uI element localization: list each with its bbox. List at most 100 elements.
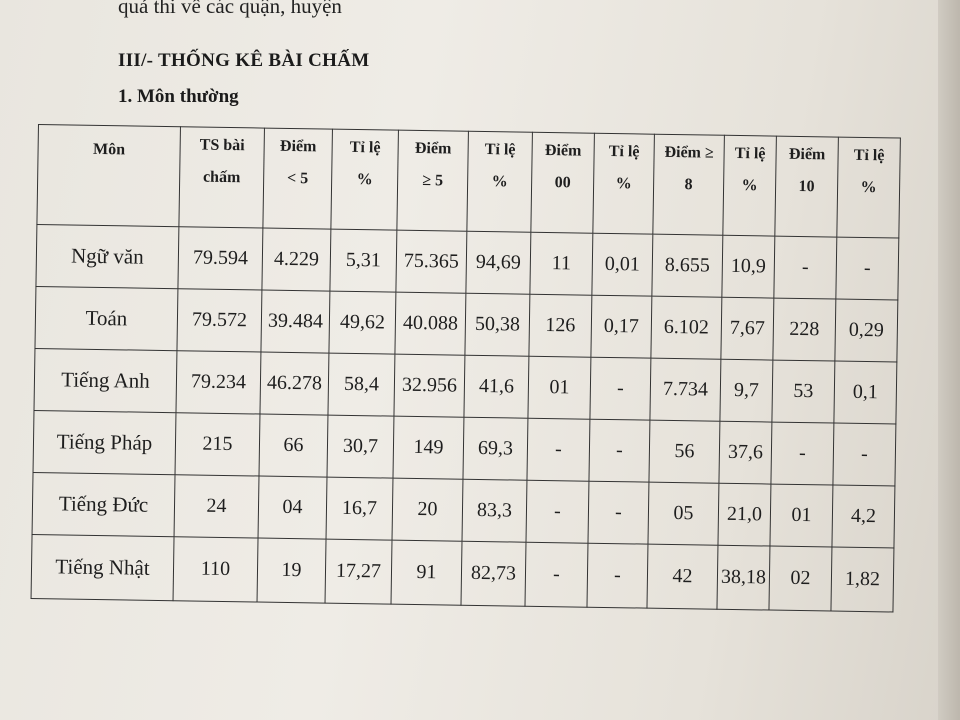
value-cell: 110 [173, 536, 259, 602]
value-cell: 79.234 [175, 350, 261, 415]
value-cell: - [524, 542, 588, 608]
value-cell: 215 [175, 412, 260, 477]
value-cell: 16,7 [326, 477, 393, 541]
header-line-1: TS bài [199, 136, 245, 155]
value-cell: - [770, 422, 834, 486]
value-cell: - [832, 423, 896, 487]
value-cell: 91 [391, 540, 462, 606]
subsection-title: 1. Môn thường [118, 86, 239, 107]
value-cell: 4.229 [261, 228, 331, 292]
header-line-2: 00 [554, 174, 571, 192]
value-cell: 0,01 [591, 233, 653, 297]
value-cell: 5,31 [329, 229, 397, 293]
subject-cell: Tiếng Đức [32, 472, 176, 537]
value-cell: 0,17 [590, 295, 652, 359]
column-header: Điểm ≥ 8 [652, 134, 725, 236]
subject-cell: Ngữ văn [35, 224, 179, 289]
value-cell: 01 [527, 356, 591, 420]
value-cell: - [586, 543, 648, 609]
header-line-2: < 5 [286, 169, 309, 188]
subject-cell: Tiếng Pháp [33, 410, 176, 475]
header-line-1: Tỉ lệ [853, 146, 885, 165]
value-cell: 46.278 [259, 352, 329, 416]
value-cell: 19 [257, 538, 327, 604]
header-line-2: % [860, 178, 877, 197]
value-cell: 82,73 [460, 541, 526, 607]
subject-cell: Tiếng Nhật [31, 534, 175, 601]
header-line-2: 8 [684, 176, 693, 194]
column-header: Điểm 10 [774, 136, 839, 238]
column-header: Tỉ lệ% [722, 135, 777, 237]
column-header-subject: Môn [36, 124, 181, 227]
value-cell: 38,18 [716, 545, 770, 611]
value-cell: - [526, 418, 590, 482]
value-cell: 04 [258, 476, 327, 540]
value-cell: 50,38 [464, 293, 530, 357]
header-line-2: ≥ 5 [422, 172, 444, 190]
header-line-1: Tỉ lệ [484, 141, 516, 159]
header-line-1: Điểm ≥ [664, 143, 714, 162]
value-cell: 7,67 [720, 297, 774, 361]
value-cell: 75.365 [395, 230, 467, 294]
value-cell: - [525, 480, 589, 544]
value-cell: 05 [647, 482, 719, 546]
value-cell: 49,62 [328, 291, 396, 355]
paper-edge [938, 0, 960, 720]
value-cell: 7.734 [649, 358, 721, 422]
value-cell: 11 [529, 232, 593, 296]
value-cell: 56 [648, 420, 720, 484]
value-cell: 126 [528, 294, 592, 358]
value-cell: 21,0 [717, 483, 771, 547]
subject-cell: Tiếng Anh [33, 348, 177, 413]
value-cell: 40.088 [394, 292, 466, 356]
header-line-1: Điểm [279, 137, 317, 156]
column-header: Tỉ lệ% [592, 133, 655, 235]
value-cell: 6.102 [650, 296, 722, 360]
value-cell: - [835, 237, 899, 301]
table-body: Ngữ văn 79.594 4.229 5,31 75.365 94,69 11 0,01 8… [31, 224, 899, 612]
column-header: TS bài chấm [178, 126, 265, 229]
column-header: Điểm 00 [530, 132, 595, 234]
column-header: Điểm < 5 [262, 128, 333, 230]
table-row: Tiếng Nhật 110 19 17,27 91 82,73- -42 38,18 02 1,… [31, 534, 894, 612]
value-cell: 69,3 [462, 417, 528, 481]
value-cell: 30,7 [326, 415, 394, 479]
value-cell: 41,6 [463, 355, 529, 419]
header-line-1: Điểm [414, 139, 452, 158]
value-cell: 24 [174, 474, 259, 539]
value-cell: 17,27 [325, 539, 393, 605]
header-line-1: Điểm [544, 141, 582, 160]
value-cell: 79.594 [177, 226, 263, 291]
header-line-1: Tỉ lệ [349, 138, 381, 157]
header-line: quả thi về các quận, huyện [118, 0, 342, 18]
value-cell: 53 [771, 360, 835, 424]
value-cell: 228 [772, 298, 836, 362]
value-cell: 4,2 [831, 485, 895, 548]
value-cell: 42 [646, 544, 718, 610]
header-line-1: Môn [92, 140, 126, 159]
value-cell: 1,82 [830, 547, 894, 612]
header-line-2: % [741, 177, 758, 195]
header-line-2: % [491, 173, 508, 191]
value-cell: 10,9 [721, 235, 775, 299]
value-cell: - [588, 419, 650, 483]
header-line-2: 10 [798, 177, 815, 196]
header-line-2: % [615, 175, 632, 193]
header-line-1: Điểm [788, 145, 826, 164]
subject-cell: Toán [34, 286, 178, 351]
header-line-2: % [356, 171, 373, 189]
header-line-1: Tỉ lệ [734, 144, 766, 163]
value-cell: 9,7 [719, 359, 773, 423]
header-line-2: chấm [202, 168, 241, 187]
value-cell: 01 [769, 484, 833, 548]
value-cell: 66 [258, 414, 328, 478]
value-cell: 20 [392, 478, 463, 542]
value-cell: 37,6 [718, 421, 772, 485]
value-cell: 0,29 [834, 299, 898, 363]
value-cell: - [587, 481, 649, 545]
value-cell: 58,4 [327, 353, 395, 417]
column-header: Tỉ lệ% [836, 137, 901, 239]
value-cell: 83,3 [461, 479, 527, 543]
table-header-row: Môn TS bài chấm Điểm < 5 Tỉ lệ% Điểm ≥ 5 Tỉ lệ% Đ… [36, 124, 901, 239]
